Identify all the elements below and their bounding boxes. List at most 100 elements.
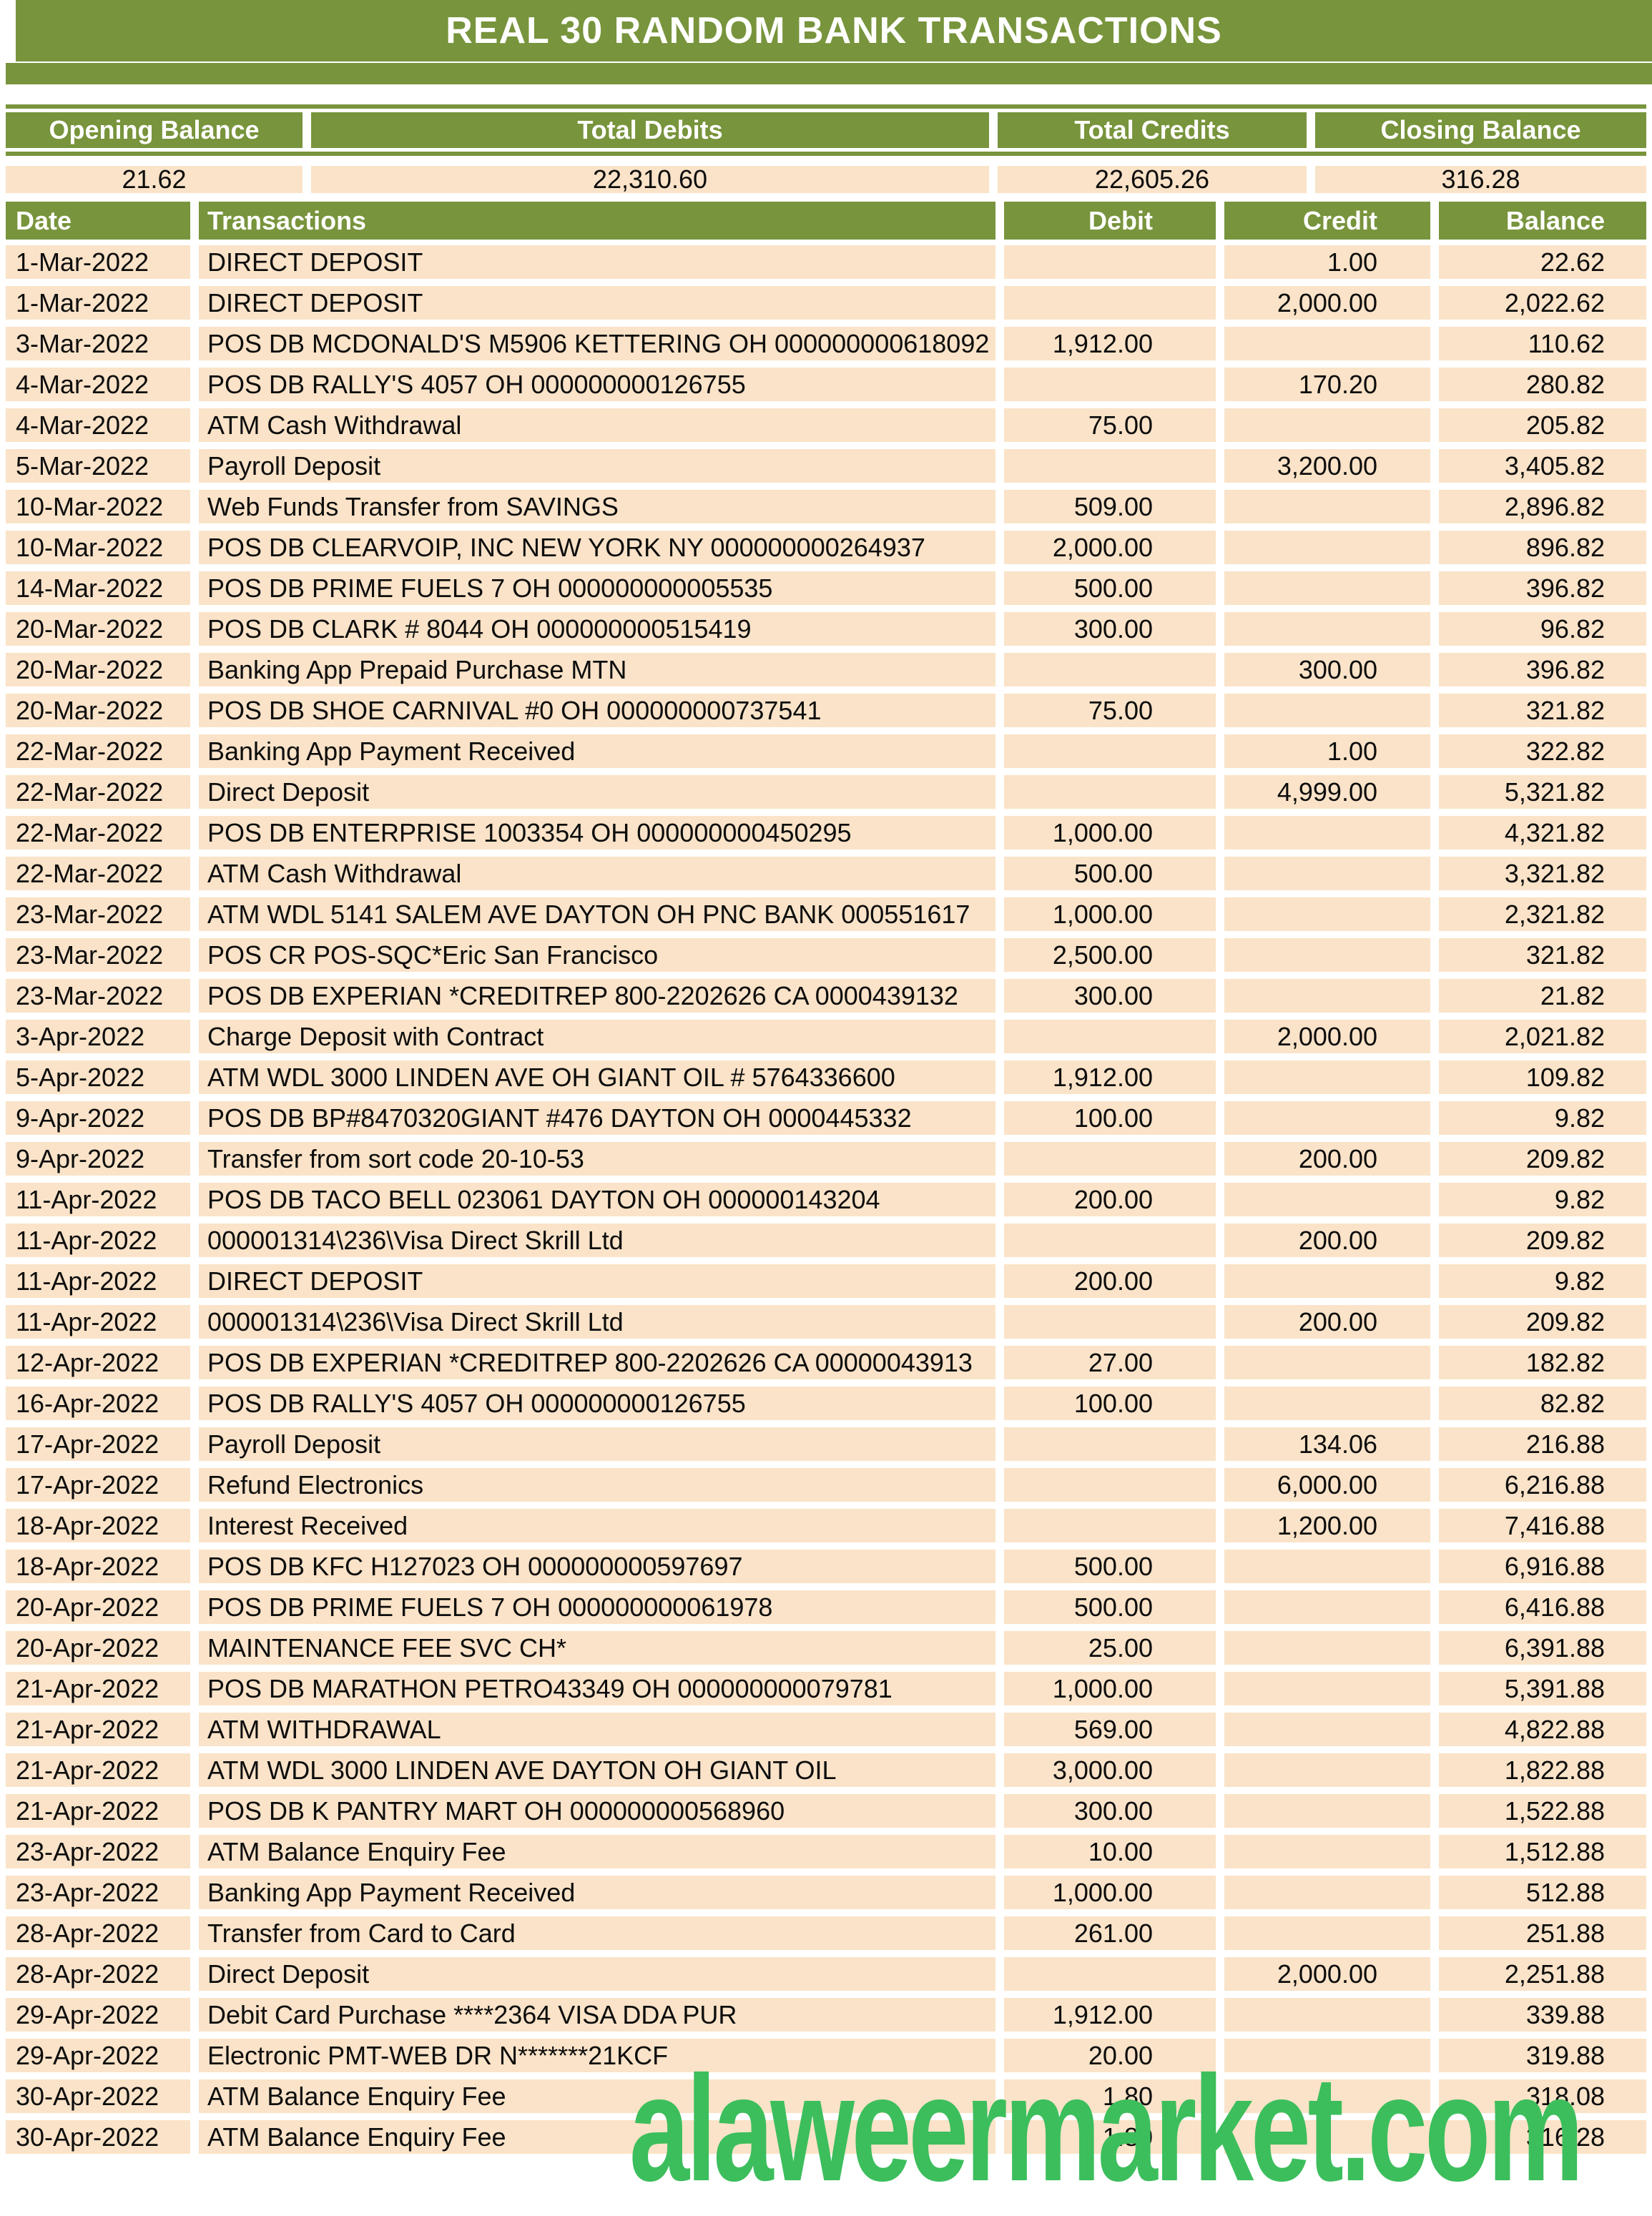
cell-balance: 2,021.82 [1439, 1020, 1646, 1053]
cell-credit [1224, 1101, 1430, 1135]
cell-balance: 21.82 [1439, 979, 1646, 1013]
cell-date: 1-Mar-2022 [6, 245, 190, 279]
cell-balance: 182.82 [1439, 1346, 1646, 1379]
cell-date: 11-Apr-2022 [6, 1183, 190, 1216]
cell-credit [1224, 1550, 1430, 1583]
cell-description: POS DB RALLY'S 4057 OH 000000000126755 [199, 1387, 995, 1420]
cell-description: Direct Deposit [199, 1957, 995, 1991]
cell-debit: 75.00 [1004, 408, 1216, 442]
cell-date: 20-Mar-2022 [6, 612, 190, 646]
cell-date: 30-Apr-2022 [6, 2079, 190, 2113]
summary-header: Opening Balance Total Debits Total Credi… [6, 112, 1646, 148]
cell-date: 9-Apr-2022 [6, 1101, 190, 1135]
cell-credit [1224, 1713, 1430, 1746]
cell-date: 5-Mar-2022 [6, 449, 190, 483]
table-header: Date Transactions Debit Credit Balance [6, 202, 1646, 240]
table-row: 18-Apr-2022 POS DB KFC H127023 OH 0000000… [6, 1550, 1646, 1583]
cell-date: 20-Mar-2022 [6, 694, 190, 727]
table-row: 22-Mar-2022 Direct Deposit 4,999.00 5,321.8… [6, 775, 1646, 809]
cell-debit [1004, 1468, 1216, 1502]
summary-value-total-credits: 22,605.26 [998, 166, 1307, 193]
cell-date: 18-Apr-2022 [6, 1550, 190, 1583]
cell-debit [1004, 1223, 1216, 1257]
cell-debit: 1,912.00 [1004, 1998, 1216, 2032]
cell-balance: 6,416.88 [1439, 1590, 1646, 1624]
cell-credit [1224, 897, 1430, 931]
cell-balance: 396.82 [1439, 653, 1646, 686]
cell-description: Direct Deposit [199, 775, 995, 809]
table-row: 11-Apr-2022 000001314\236\Visa Direct Skr… [6, 1223, 1646, 1257]
column-header-credit: Credit [1224, 202, 1430, 240]
table-row: 22-Mar-2022 ATM Cash Withdrawal 500.00 3,32… [6, 857, 1646, 890]
cell-debit: 500.00 [1004, 571, 1216, 605]
cell-debit [1004, 775, 1216, 809]
cell-debit: 1,912.00 [1004, 327, 1216, 360]
cell-credit: 2,000.00 [1224, 1957, 1430, 1991]
cell-debit: 569.00 [1004, 1713, 1216, 1746]
cell-debit: 200.00 [1004, 1264, 1216, 1298]
cell-credit [1224, 1264, 1430, 1298]
cell-date: 20-Mar-2022 [6, 653, 190, 686]
cell-balance: 339.88 [1439, 1998, 1646, 2032]
cell-balance: 209.82 [1439, 1305, 1646, 1339]
cell-description: ATM Cash Withdrawal [199, 857, 995, 890]
cell-date: 4-Mar-2022 [6, 368, 190, 401]
cell-debit [1004, 1509, 1216, 1542]
cell-balance: 321.82 [1439, 694, 1646, 727]
cell-balance: 9.82 [1439, 1183, 1646, 1216]
table-row: 20-Mar-2022 POS DB SHOE CARNIVAL #0 OH 00… [6, 694, 1646, 727]
cell-balance: 2,321.82 [1439, 897, 1646, 931]
cell-debit [1004, 1142, 1216, 1176]
cell-description: ATM WITHDRAWAL [199, 1713, 995, 1746]
cell-credit: 1,200.00 [1224, 1509, 1430, 1542]
cell-description: POS DB EXPERIAN *CREDITREP 800-2202626 C… [199, 1346, 995, 1379]
cell-balance: 321.82 [1439, 938, 1646, 972]
cell-balance: 318.08 [1439, 2079, 1646, 2113]
cell-description: Transfer from Card to Card [199, 1916, 995, 1950]
table-row: 23-Mar-2022 ATM WDL 5141 SALEM AVE DAYTON… [6, 897, 1646, 931]
cell-credit: 200.00 [1224, 1142, 1430, 1176]
table-row: 29-Apr-2022 Electronic PMT-WEB DR N******… [6, 2039, 1646, 2072]
cell-description: ATM Balance Enquiry Fee [199, 1835, 995, 1868]
cell-description: POS CR POS-SQC*Eric San Francisco [199, 938, 995, 972]
table-row: 4-Mar-2022 ATM Cash Withdrawal 75.00 205.82 [6, 408, 1646, 442]
cell-credit: 1.00 [1224, 245, 1430, 279]
cell-date: 28-Apr-2022 [6, 1957, 190, 1991]
cell-description: Refund Electronics [199, 1468, 995, 1502]
table-row: 20-Apr-2022 POS DB PRIME FUELS 7 OH 00000… [6, 1590, 1646, 1624]
cell-description: 000001314\236\Visa Direct Skrill Ltd [199, 1223, 995, 1257]
cell-credit: 134.06 [1224, 1427, 1430, 1461]
cell-debit: 261.00 [1004, 1916, 1216, 1950]
cell-balance: 4,321.82 [1439, 816, 1646, 850]
cell-date: 21-Apr-2022 [6, 1713, 190, 1746]
summary-value-opening-balance: 21.62 [6, 166, 303, 193]
cell-credit: 2,000.00 [1224, 1020, 1430, 1053]
cell-balance: 6,916.88 [1439, 1550, 1646, 1583]
cell-debit: 300.00 [1004, 1794, 1216, 1828]
cell-description: ATM WDL 3000 LINDEN AVE OH GIANT OIL # 5… [199, 1060, 995, 1094]
cell-credit [1224, 1060, 1430, 1094]
table-row: 20-Mar-2022 Banking App Prepaid Purchase … [6, 653, 1646, 686]
cell-date: 10-Mar-2022 [6, 490, 190, 523]
cell-balance: 512.88 [1439, 1876, 1646, 1909]
table-row: 22-Mar-2022 POS DB ENTERPRISE 1003354 OH … [6, 816, 1646, 850]
cell-balance: 5,321.82 [1439, 775, 1646, 809]
cell-debit [1004, 653, 1216, 686]
cell-description: POS DB BP#8470320GIANT #476 DAYTON OH 00… [199, 1101, 995, 1135]
cell-balance: 82.82 [1439, 1387, 1646, 1420]
summary-label-total-debits: Total Debits [311, 112, 989, 148]
cell-debit: 500.00 [1004, 1550, 1216, 1583]
cell-debit: 25.00 [1004, 1631, 1216, 1665]
table-row: 28-Apr-2022 Direct Deposit 2,000.00 2,251.8… [6, 1957, 1646, 1991]
cell-date: 1-Mar-2022 [6, 286, 190, 320]
cell-description: POS DB EXPERIAN *CREDITREP 800-2202626 C… [199, 979, 995, 1013]
cell-description: POS DB PRIME FUELS 7 OH 000000000061978 [199, 1590, 995, 1624]
cell-debit: 1,000.00 [1004, 1672, 1216, 1705]
table-row: 17-Apr-2022 Payroll Deposit 134.06 216.88 [6, 1427, 1646, 1461]
table-row: 4-Mar-2022 POS DB RALLY'S 4057 OH 0000000… [6, 368, 1646, 401]
cell-debit [1004, 449, 1216, 483]
cell-balance: 322.82 [1439, 734, 1646, 768]
cell-credit [1224, 1631, 1430, 1665]
cell-debit: 300.00 [1004, 612, 1216, 646]
